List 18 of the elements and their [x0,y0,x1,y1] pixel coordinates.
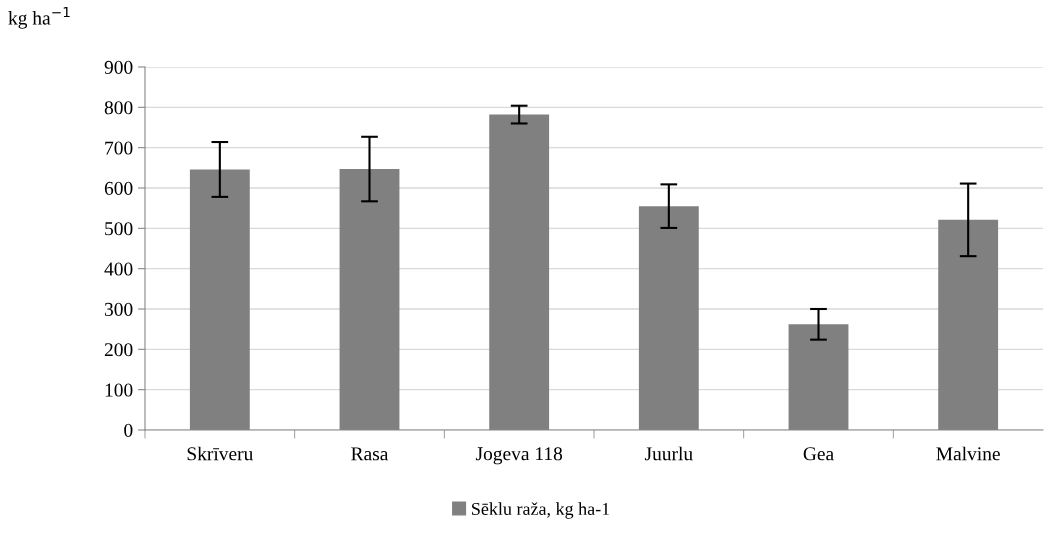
y-tick-label: 500 [105,222,133,236]
x-tick-label: Rasa [351,447,389,461]
x-tick-label: Skrīveru [187,446,253,461]
y-tick-label: 700 [105,141,133,155]
y-tick-label: 100 [105,383,133,397]
y-tick-label: 900 [104,60,133,74]
y-tick-label: 0 [124,423,133,437]
y-tick-label: 400 [104,262,133,276]
x-tick-label: Juurlu [644,446,693,461]
y-tick-label: 600 [104,181,133,195]
y-tick-label: 200 [104,343,133,357]
legend-label: Sēklu raža, kg ha-1 [472,502,610,519]
x-tick-label: Malvine [936,446,1000,461]
x-tick-label: Jogeva 118 [475,447,563,465]
y-tick-label: 300 [104,302,133,316]
y-axis-title: kg ha$^{−1}$ [8,7,70,29]
y-tick-label: 800 [104,101,133,115]
x-tick-label: Gea [803,447,834,461]
